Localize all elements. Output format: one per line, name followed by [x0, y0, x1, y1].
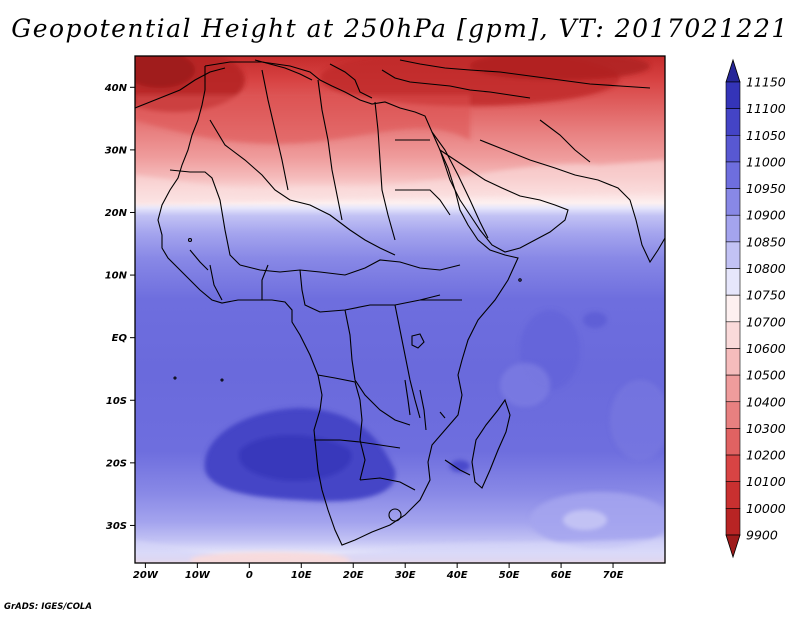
axis-layer: 40N 30N 20N 10N EQ 10S 20S 30S 20W 10W 0 10E 20E 30E 4…: [104, 83, 624, 581]
lat-tick-label: 20N: [105, 208, 128, 219]
colorbar-level-label: 10400: [746, 394, 786, 409]
colorbar-level-label: 10500: [746, 368, 786, 383]
lat-tick-label: EQ: [112, 333, 128, 344]
colorbar-box: [725, 454, 741, 483]
colorbar-level-label: 11100: [746, 101, 786, 116]
colorbar-level-label: 11050: [746, 128, 786, 143]
lat-tick-label: 10S: [106, 396, 127, 407]
colorbar-level-label: 10850: [746, 234, 786, 249]
grads-credit: GrADS: IGES/COLA: [4, 602, 92, 612]
lon-tick-label: 40E: [446, 570, 468, 581]
lon-tick-label: 20W: [133, 570, 159, 581]
colorbar-level-label: 10000: [746, 501, 786, 516]
colorbar-level-label: 10600: [746, 341, 786, 356]
colorbar-level-label: 10200: [746, 448, 786, 463]
lon-tick-label: 10E: [291, 570, 312, 581]
lat-tick-label: 30S: [106, 521, 127, 532]
colorbar-box: [725, 374, 741, 403]
lat-tick-label: 40N: [104, 83, 128, 94]
colorbar-box: [725, 188, 741, 216]
colorbar-box: [725, 321, 741, 349]
lat-tick-label: 30N: [105, 145, 128, 156]
colorbar-level-label: 10900: [746, 208, 786, 223]
lon-tick-label: 50E: [499, 570, 520, 581]
colorbar-box: [725, 214, 741, 243]
coastlines-and-borders: [135, 59, 665, 546]
lon-tick-label: 60E: [551, 570, 572, 581]
colorbar-box: [725, 161, 741, 189]
colorbar-top-triangle: [725, 58, 741, 83]
lon-tick-label: 70E: [603, 570, 624, 581]
height-field-shading: [135, 56, 665, 563]
lon-tick-label: 10W: [185, 570, 211, 581]
colorbar-box: [725, 268, 741, 296]
colorbar-box: [725, 134, 741, 163]
lon-tick-label: 20E: [343, 570, 364, 581]
colorbar-box: [725, 294, 741, 323]
colorbar-level-label: 11000: [746, 154, 786, 169]
colorbar-box: [725, 428, 741, 456]
colorbar-level-label: 9900: [746, 528, 778, 543]
plot-frame: [134, 55, 666, 564]
colorbar-box: [725, 241, 741, 269]
colorbar-level-label: 11150: [746, 75, 786, 90]
colorbar-bottom-triangle: [725, 534, 741, 559]
colorbar-level-label: 10750: [746, 288, 786, 303]
colorbar-level-label: 10300: [746, 421, 786, 436]
colorbar-box: [725, 401, 741, 429]
colorbar-box: [725, 508, 741, 536]
colorbar-box: [725, 108, 741, 136]
colorbar-box: [725, 481, 741, 509]
colorbar-box: [725, 81, 741, 109]
lat-tick-label: 20S: [106, 458, 127, 469]
colorbar-level-label: 10100: [746, 474, 786, 489]
map-title: Geopotential Height at 250hPa [gpm], VT:…: [11, 14, 789, 43]
colorbar-level-label: 10950: [746, 181, 786, 196]
lon-tick-label: 30E: [395, 570, 416, 581]
lat-tick-label: 10N: [105, 271, 128, 282]
colorbar-level-label: 10700: [746, 314, 786, 329]
colorbar: 9900 10000 10100 10200 10300 10400 10500 10600 1…: [725, 58, 786, 559]
colorbar-level-label: 10800: [746, 261, 786, 276]
lon-tick-label: 0: [246, 570, 253, 581]
colorbar-box: [725, 348, 741, 376]
